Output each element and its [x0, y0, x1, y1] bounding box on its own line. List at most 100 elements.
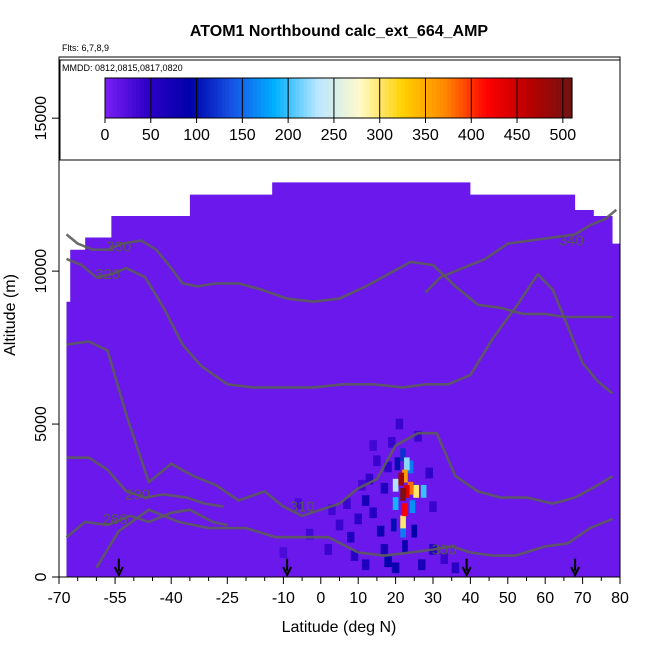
- y-tick-label: 10000: [33, 249, 50, 294]
- plot-area: 280 290 300 310 320 330 340: [65, 182, 621, 578]
- colorbar-swatch: [198, 78, 203, 118]
- colorbar-tick-label: 150: [229, 127, 256, 144]
- colorbar-swatch: [303, 78, 308, 118]
- colorbar-swatch: [202, 78, 207, 118]
- colorbar-swatch: [342, 78, 347, 118]
- colorbar-swatch: [548, 78, 554, 118]
- heatmap-hotspot-cell: [404, 484, 410, 498]
- colorbar-swatch: [206, 78, 211, 118]
- contour-line-340: [424, 208, 618, 294]
- colorbar-swatch: [260, 78, 266, 118]
- colorbar-swatch: [151, 78, 157, 118]
- contour-line-290: [66, 456, 224, 508]
- x-tick-label: 30: [424, 590, 442, 607]
- colorbar-swatch: [385, 78, 390, 118]
- heatmap-cell: [328, 504, 336, 516]
- x-tick-label: 0: [316, 590, 325, 607]
- colorbar-swatch: [439, 78, 445, 118]
- heatmap-cell: [350, 550, 359, 561]
- colorbar-swatch: [217, 78, 223, 118]
- x-axis-label: Latitude (deg N): [282, 619, 397, 636]
- contour-line-310: [66, 340, 614, 518]
- flight-marker-arrow: [282, 566, 293, 578]
- dates-note: MMDD: 0812,0815,0817,0820: [62, 63, 183, 73]
- colorbar-tick-label: 400: [458, 127, 485, 144]
- colorbar-swatch: [229, 78, 235, 118]
- colorbar-swatch: [299, 78, 305, 118]
- colorbar-swatch: [533, 78, 538, 118]
- colorbar-swatch: [459, 78, 464, 118]
- heatmap-cell: [391, 562, 400, 574]
- colorbar-swatch: [466, 78, 472, 118]
- colorbar-swatch: [564, 78, 569, 118]
- heatmap-hotspot-cell: [413, 484, 419, 498]
- colorbar-swatch: [540, 78, 546, 118]
- colorbar-swatch: [525, 78, 530, 118]
- heatmap-hotspot-cell: [402, 539, 408, 553]
- colorbar-swatch: [245, 78, 250, 118]
- colorbar-swatch: [513, 78, 519, 118]
- heatmap-hotspot-cell: [392, 497, 399, 511]
- colorbar-swatch: [272, 78, 277, 118]
- contour-label-280: 280: [103, 511, 128, 528]
- heatmap-cell: [346, 531, 355, 543]
- heatmap-hotspot-cell: [411, 524, 418, 538]
- colorbar-swatch: [225, 78, 231, 118]
- heatmap-hotspot-cell: [409, 500, 416, 514]
- colorbar-swatch: [147, 78, 153, 118]
- colorbar-swatch: [424, 78, 429, 118]
- colorbar-tick-label: 450: [504, 127, 531, 144]
- colorbar-swatch: [517, 78, 523, 118]
- colorbar-swatch: [334, 78, 340, 118]
- colorbar-swatch: [116, 78, 122, 118]
- x-tick-label: -25: [216, 590, 239, 607]
- colorbar-swatch: [400, 78, 406, 118]
- heatmap-cell: [294, 498, 303, 509]
- colorbar-swatch: [241, 78, 246, 118]
- heatmap-cell: [365, 473, 374, 485]
- heatmap-hotspot-cell: [400, 487, 406, 501]
- colorbar-swatch: [280, 78, 285, 118]
- colorbar-swatch: [171, 78, 176, 118]
- colorbar-swatch: [505, 78, 511, 118]
- heatmap-hotspot-cell: [400, 524, 406, 538]
- y-axis-label: Altitude (m): [2, 274, 19, 356]
- heatmap-hotspot-cell: [400, 448, 406, 462]
- contour-line-300: [95, 508, 613, 569]
- colorbar-swatch: [509, 78, 515, 118]
- colorbar-swatch: [396, 78, 402, 118]
- data-field-background: [66, 182, 621, 578]
- colorbar-swatch: [186, 78, 192, 118]
- colorbar-swatch: [252, 78, 258, 118]
- contour-label-340: 340: [559, 233, 584, 250]
- colorbar-swatch: [501, 78, 507, 118]
- colorbar-swatch: [361, 78, 367, 118]
- contour-line-330: [65, 233, 613, 319]
- colorbar-swatch: [124, 78, 129, 118]
- colorbar-swatch: [357, 78, 363, 118]
- colorbar-tick-label: 200: [275, 127, 302, 144]
- colorbar-swatch: [482, 78, 487, 118]
- colorbar-swatch: [178, 78, 184, 118]
- heatmap-cell: [354, 513, 362, 525]
- heatmap-cell: [324, 544, 333, 555]
- colorbar-swatch: [182, 78, 188, 118]
- x-tick-label: -70: [47, 590, 70, 607]
- heatmap-cell: [384, 461, 392, 473]
- colorbar-swatch: [190, 78, 196, 118]
- heatmap-cell: [429, 501, 437, 512]
- heatmap-hotspot-cell: [420, 484, 427, 498]
- heatmap-cell: [343, 498, 351, 509]
- colorbar-swatch: [498, 78, 503, 118]
- contour-label-300: 300: [432, 541, 457, 558]
- colorbar-swatch: [307, 78, 312, 118]
- colorbar-swatch: [112, 78, 118, 118]
- x-tick-label: 10: [349, 590, 367, 607]
- heatmap-hotspot-cell: [398, 472, 405, 486]
- heatmap-cell: [361, 559, 370, 571]
- heatmap-hotspot-cell: [390, 518, 397, 532]
- contour-label-310: 310: [290, 499, 315, 516]
- colorbar-swatch: [105, 78, 110, 118]
- x-tick-label: -40: [160, 590, 183, 607]
